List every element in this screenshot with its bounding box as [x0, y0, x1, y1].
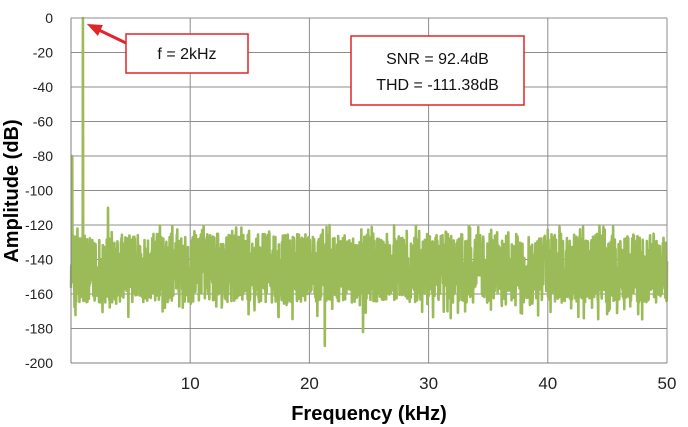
y-tick-label: -120	[25, 217, 53, 233]
axis-layer	[70, 17, 668, 364]
ticks-layer: 0 -20 -40 -60 -80 -100 -120 -140 -160 -180 -200 10 2…	[25, 10, 676, 393]
x-axis-title: Frequency (kHz)	[291, 403, 447, 425]
annotation-arrow-line	[98, 28, 127, 45]
x-tick-label: 20	[300, 374, 319, 393]
y-tick-label: -100	[25, 183, 53, 199]
frequency-annotation-box	[125, 33, 249, 74]
y-tick-label: -180	[25, 321, 53, 337]
y-tick-label: 0	[45, 10, 53, 26]
x-tick-label: 30	[419, 374, 438, 393]
annotation-arrowhead	[86, 24, 103, 36]
frequency-annotation-text: f = 2kHz	[157, 46, 216, 63]
y-tick-label: -40	[33, 79, 53, 95]
y-tick-label: -80	[33, 148, 53, 164]
y-tick-label: -140	[25, 252, 53, 268]
snr-annotation-text: SNR = 92.4dB	[386, 51, 489, 68]
series-layer	[69, 16, 669, 348]
x-tick-label: 40	[538, 374, 557, 393]
x-tick-label: 10	[181, 374, 200, 393]
metrics-annotation-box	[350, 35, 525, 106]
y-tick-label: -160	[25, 286, 53, 302]
annotation-layer: f = 2kHz SNR = 92.4dB THD = -111.38dB	[86, 24, 525, 106]
spectrum-line	[69, 16, 669, 348]
y-tick-label: -20	[33, 45, 53, 61]
y-tick-label: -60	[33, 114, 53, 130]
y-axis-title: Amplitude (dB)	[1, 119, 23, 262]
x-tick-label: 50	[658, 374, 677, 393]
thd-annotation-text: THD = -111.38dB	[376, 77, 499, 94]
y-tick-label: -200	[25, 355, 53, 371]
